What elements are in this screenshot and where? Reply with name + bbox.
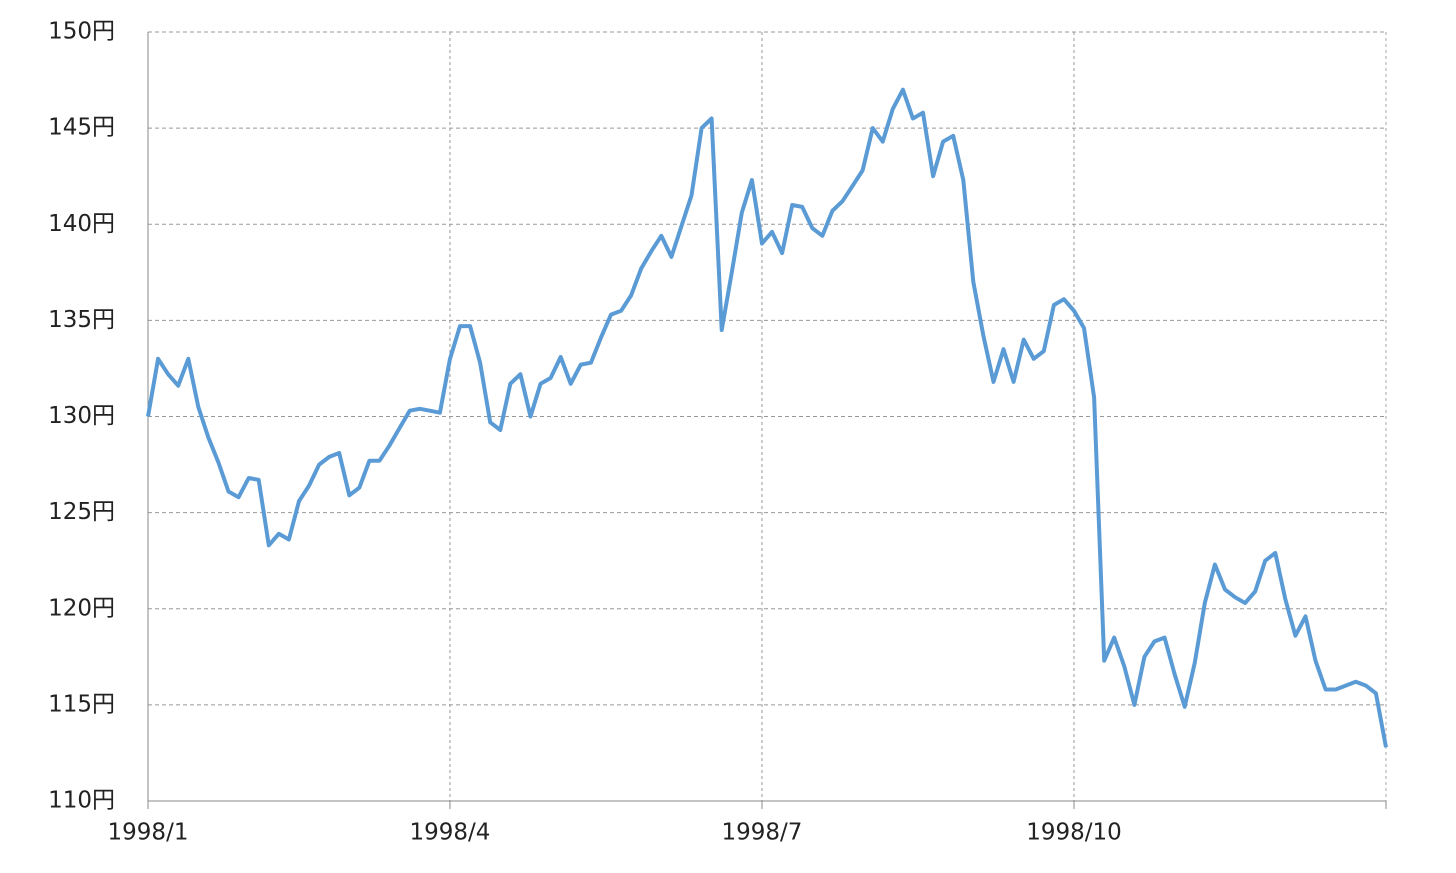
- x-tick-label: 1998/4: [409, 820, 490, 846]
- y-tick-label: 145円: [48, 115, 115, 141]
- y-tick-label: 150円: [48, 19, 115, 45]
- y-tick-label: 130円: [48, 403, 115, 429]
- y-tick-label: 125円: [48, 499, 115, 525]
- y-tick-label: 115円: [48, 691, 115, 717]
- y-tick-label: 140円: [48, 211, 115, 237]
- y-tick-label: 120円: [48, 595, 115, 621]
- x-tick-label: 1998/1: [108, 820, 189, 846]
- data-line: [146, 87, 1388, 748]
- x-tick-label: 1998/10: [1026, 820, 1122, 846]
- y-tick-label: 110円: [48, 788, 115, 814]
- x-tick-label: 1998/7: [722, 820, 803, 846]
- y-tick-label: 135円: [48, 307, 115, 333]
